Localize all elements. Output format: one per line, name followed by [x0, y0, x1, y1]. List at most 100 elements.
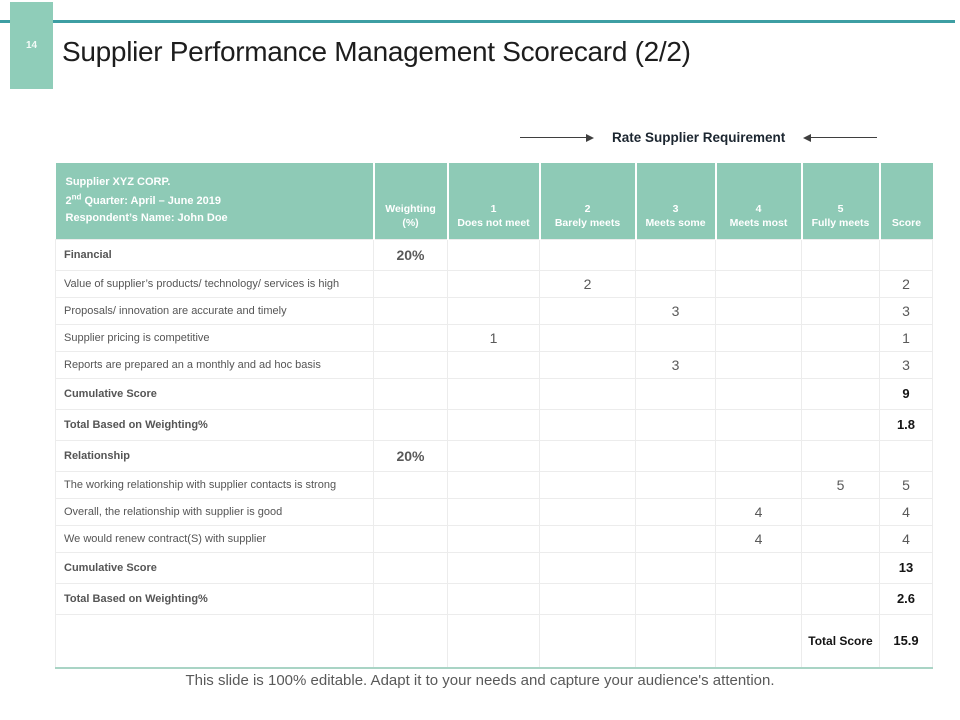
- weighting-cell: [373, 524, 448, 553]
- weighting-cell: [373, 551, 448, 584]
- rating-cell-4: [715, 408, 802, 441]
- row-label-cell: Financial: [55, 238, 374, 271]
- rating-cell-1: [447, 350, 540, 379]
- rating-cell-2: 2: [539, 269, 636, 298]
- rating-cell-2: [539, 439, 636, 472]
- rating-cell-4: [715, 377, 802, 410]
- row-label-cell: Proposals/ innovation are accurate and t…: [55, 296, 374, 325]
- score-column-header: Score: [879, 163, 933, 239]
- rating-cell-2: [539, 238, 636, 271]
- rating-column-header-3: 3 Meets some: [635, 163, 717, 239]
- rating-cell-2: [539, 551, 636, 584]
- rating-cell-2: [539, 497, 636, 526]
- table-row: Overall, the relationship with supplier …: [55, 497, 933, 526]
- rating-cell-3: [635, 408, 716, 441]
- rating-cell-5: [801, 350, 880, 379]
- rating-cell-5: [801, 296, 880, 325]
- score-cell: 9: [879, 377, 933, 410]
- table-row: The working relationship with supplier c…: [55, 470, 933, 499]
- table-header-row: Supplier XYZ CORP. 2nd Quarter: April – …: [55, 163, 933, 239]
- weighting-cell: [373, 470, 448, 499]
- rating-cell-3: [635, 377, 716, 410]
- rating-cell-3: [635, 269, 716, 298]
- score-cell: 2.6: [879, 582, 933, 615]
- page-number-badge: 14: [10, 2, 53, 89]
- rating-cell-2: [539, 350, 636, 379]
- table-row: Relationship 20%: [55, 439, 933, 472]
- rating-cell-2: [539, 296, 636, 325]
- score-cell: 15.9: [879, 613, 933, 669]
- score-cell: 4: [879, 497, 933, 526]
- rating-cell-5: [801, 408, 880, 441]
- rating-cell-3: 3: [635, 296, 716, 325]
- rating-cell-2: [539, 470, 636, 499]
- rating-cell-5: [801, 323, 880, 352]
- rating-cell-1: [447, 296, 540, 325]
- table-row: Cumulative Score 9: [55, 377, 933, 410]
- rating-cell-1: [447, 613, 540, 669]
- supplier-info-header: Supplier XYZ CORP. 2nd Quarter: April – …: [55, 163, 375, 239]
- rating-cell-4: [715, 613, 802, 669]
- callout-label: Rate Supplier Requirement: [612, 130, 786, 145]
- score-cell: 13: [879, 551, 933, 584]
- rating-cell-3: [635, 439, 716, 472]
- arrow-left-icon: [803, 133, 878, 142]
- rating-cell-2: [539, 582, 636, 615]
- table-row: Reports are prepared an a monthly and ad…: [55, 350, 933, 379]
- row-label-cell: Cumulative Score: [55, 377, 374, 410]
- row-label-cell: Total Based on Weighting%: [55, 408, 374, 441]
- page-number: 14: [25, 40, 38, 51]
- rating-cell-4: [715, 350, 802, 379]
- row-label-cell: [55, 613, 374, 669]
- table-row: Total Score 15.9: [55, 613, 933, 669]
- rating-cell-5: Total Score: [801, 613, 880, 669]
- table-row: Cumulative Score 13: [55, 551, 933, 584]
- quarter-line: 2nd Quarter: April – June 2019: [65, 192, 222, 208]
- rating-column-header-2: 2 Barely meets: [539, 163, 637, 239]
- rating-cell-1: [447, 524, 540, 553]
- rating-cell-5: [801, 269, 880, 298]
- rating-cell-5: [801, 238, 880, 271]
- score-cell: 5: [879, 470, 933, 499]
- rating-cell-3: [635, 582, 716, 615]
- rating-cell-2: [539, 408, 636, 441]
- rating-cell-1: [447, 238, 540, 271]
- score-cell: [879, 238, 933, 271]
- rating-cell-3: [635, 238, 716, 271]
- weighting-cell: [373, 497, 448, 526]
- row-label-cell: Overall, the relationship with supplier …: [55, 497, 374, 526]
- rating-cell-2: [539, 377, 636, 410]
- rating-cell-5: 5: [801, 470, 880, 499]
- weighting-cell: [373, 408, 448, 441]
- rating-cell-4: [715, 296, 802, 325]
- rating-column-header-4: 4 Meets most: [715, 163, 803, 239]
- table-row: Total Based on Weighting% 2.6: [55, 582, 933, 615]
- rating-cell-3: 3: [635, 350, 716, 379]
- rating-cell-4: [715, 323, 802, 352]
- accent-top-line: [0, 20, 955, 23]
- rating-column-header-5: 5 Fully meets: [801, 163, 881, 239]
- weighting-column-header: Weighting (%): [373, 163, 449, 239]
- weighting-cell: 20%: [373, 238, 448, 271]
- row-label-cell: The working relationship with supplier c…: [55, 470, 374, 499]
- rating-cell-1: 1: [447, 323, 540, 352]
- scorecard-table: Supplier XYZ CORP. 2nd Quarter: April – …: [55, 163, 933, 669]
- score-cell: 4: [879, 524, 933, 553]
- rating-cell-3: [635, 470, 716, 499]
- rating-cell-5: [801, 582, 880, 615]
- table-row: Proposals/ innovation are accurate and t…: [55, 296, 933, 325]
- rating-cell-1: [447, 470, 540, 499]
- rating-cell-1: [447, 377, 540, 410]
- score-cell: 3: [879, 296, 933, 325]
- rating-cell-3: [635, 613, 716, 669]
- rating-cell-3: [635, 497, 716, 526]
- footer-note: This slide is 100% editable. Adapt it to…: [185, 672, 775, 689]
- score-cell: 2: [879, 269, 933, 298]
- rating-cell-1: [447, 269, 540, 298]
- weighting-cell: [373, 269, 448, 298]
- weighting-cell: [373, 377, 448, 410]
- rating-cell-5: [801, 524, 880, 553]
- rating-cell-4: [715, 470, 802, 499]
- rating-cell-5: [801, 497, 880, 526]
- rating-cell-4: [715, 238, 802, 271]
